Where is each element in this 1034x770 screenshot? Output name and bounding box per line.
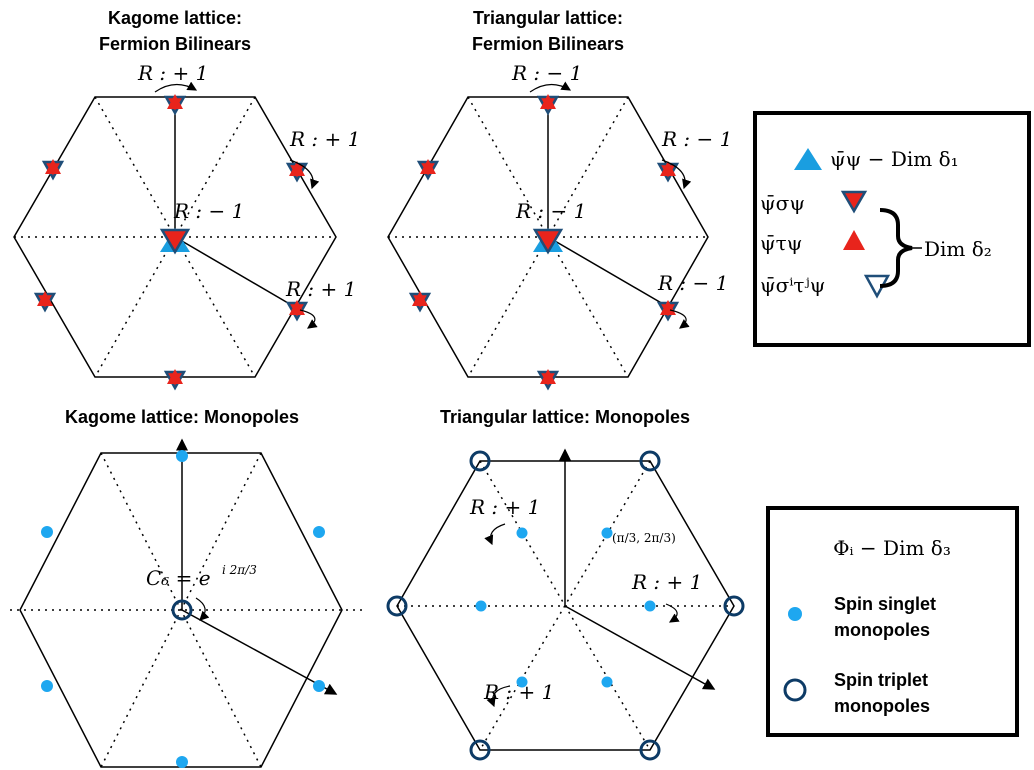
- triangular-bilinears-panel: Triangular lattice: Fermion Bilinears R …: [387, 8, 732, 390]
- momentum-label: (π/3, 2π/3): [612, 531, 676, 545]
- legend-box: [766, 506, 1019, 737]
- singlet-monopole-dots: [475, 527, 656, 688]
- kagome-bilinears-title-1: Kagome lattice:: [108, 8, 242, 28]
- singlet-label-2: monopoles: [834, 620, 930, 640]
- vector-diagonal: [547, 236, 671, 309]
- r-label-right: R : + 1: [631, 570, 702, 594]
- triplet-monopole-ring: [171, 599, 193, 621]
- c6-exponent: i 2π/3: [222, 563, 257, 577]
- vector-diagonal: [181, 609, 338, 695]
- triplet-monopole-rings: [386, 450, 745, 761]
- singlet-monopole-dots: [41, 450, 325, 768]
- singlet-dot-icon: [788, 607, 802, 621]
- monopole-dim-label: Φᵢ − Dim δ₃: [833, 536, 951, 560]
- kagome-monopoles-title: Kagome lattice: Monopoles: [65, 407, 299, 427]
- bilinear-markers: [34, 92, 308, 390]
- r-label-right-bottom: R : − 1: [657, 271, 728, 295]
- r-label-center: R : − 1: [173, 199, 244, 223]
- triangular-bilinears-title-2: Fermion Bilinears: [472, 34, 624, 54]
- singlet-bilinear-label: ψ̄ψ − Dim δ₁: [830, 147, 959, 171]
- singlet-label-1: Spin singlet: [834, 594, 936, 614]
- vector-diagonal: [564, 605, 716, 690]
- c6-label: C₆ = e: [146, 566, 211, 590]
- tau-bilinear-label: ψ̄τψ: [760, 231, 802, 255]
- r-label-center: R : − 1: [515, 199, 586, 223]
- kagome-monopoles-panel: Kagome lattice: Monopoles C₆ = e i 2π/3: [10, 407, 362, 768]
- triangular-monopoles-title: Triangular lattice: Monopoles: [440, 407, 690, 427]
- triangular-bilinears-title-1: Triangular lattice:: [473, 8, 623, 28]
- dotted-grid: [10, 452, 362, 768]
- r-label-top: R : − 1: [511, 61, 582, 85]
- r-label-right-top: R : − 1: [661, 127, 732, 151]
- r-label-right-bottom: R : + 1: [285, 277, 356, 301]
- sigma-bilinear-label: ψ̄σψ: [760, 191, 805, 215]
- red-up-triangle-icon: [843, 230, 865, 250]
- triangular-monopoles-panel: Triangular lattice: Monopoles R : + 1: [386, 407, 745, 761]
- dim2-label: Dim δ₂: [924, 237, 992, 261]
- sigmatau-bilinear-label: ψ̄σⁱτʲψ: [760, 273, 825, 297]
- r-label-top: R : + 1: [137, 61, 208, 85]
- kagome-bilinears-panel: Kagome lattice: Fermion Bilinears R : + …: [13, 8, 360, 390]
- monopoles-legend: Φᵢ − Dim δ₃ Spin singlet monopoles Spin …: [766, 506, 1019, 737]
- r-label-upper-left: R : + 1: [469, 495, 540, 519]
- triplet-label-1: Spin triplet: [834, 670, 928, 690]
- blue-triangle-icon: [794, 148, 822, 170]
- bilinears-legend: ψ̄ψ − Dim δ₁ ψ̄σψ ψ̄τψ ψ̄σⁱτʲψ Dim δ₂: [753, 111, 1031, 347]
- triplet-label-2: monopoles: [834, 696, 930, 716]
- r-label-lower-left: R : + 1: [483, 680, 554, 704]
- kagome-bilinears-title-2: Fermion Bilinears: [99, 34, 251, 54]
- vector-diagonal: [174, 236, 301, 311]
- red-down-triangle-icon: [840, 190, 868, 214]
- bilinear-markers: [409, 92, 679, 390]
- r-label-right-top: R : + 1: [289, 127, 360, 151]
- legend-box: [753, 111, 1031, 347]
- triplet-ring-icon: [783, 678, 807, 702]
